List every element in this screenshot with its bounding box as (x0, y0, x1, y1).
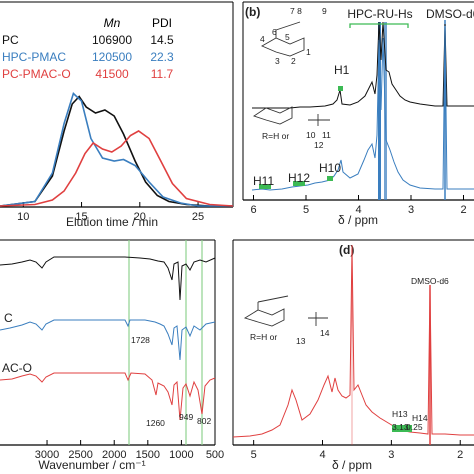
panel-d-structure (243, 295, 328, 327)
table-row-2-mn: 41500 (95, 67, 129, 81)
panel-d-xlabel: δ / ppm (332, 458, 372, 472)
panel-b-num-12: 12 (314, 140, 324, 150)
panel-b-structure-bottom (252, 106, 330, 126)
panel-b-tick-label-4: 4 (355, 204, 361, 216)
table-row-2-pdi: 11.7 (151, 67, 174, 81)
panel-b-tick-label-3: 3 (408, 204, 414, 216)
panel-b-xlabel: δ / ppm (338, 213, 378, 227)
panel-d-tick-label-4: 4 (319, 449, 325, 461)
panel-b-rh-label: R=H or (262, 131, 289, 141)
panel-a-line-hpc (0, 95, 233, 207)
panel-d-num-13: 13 (296, 336, 306, 346)
panel-c-peak-1728: 1728 (131, 335, 150, 345)
panel-b-dmso-label: DMSO-d6 (426, 7, 474, 21)
panel-c-xlabel: Wavenumber / cm⁻¹ (38, 458, 145, 472)
panel-c-peak-802: 802 (197, 416, 211, 426)
panel-c-series-label-red: AC-O (2, 361, 32, 375)
panel-b-num-78: 7 8 (290, 6, 302, 16)
panel-c: 3000 2500 2000 1500 1000 500 C AC-O 1728 1260… (0, 239, 224, 472)
panel-c-tick-label-1000: 1000 (169, 449, 193, 461)
panel-d-h13-label: H13 (392, 409, 408, 419)
panel-b-num-10: 10 (306, 130, 316, 140)
panel-b-bracket (349, 23, 409, 28)
table-row-0-pdi: 14.5 (150, 33, 174, 47)
table-row-1-name: HPC-PMAC (2, 50, 66, 64)
panel-a: 10 15 20 25 Elution time / min Mn PDI PC 10… (0, 1, 234, 229)
panel-c-tick-label-3000: 3000 (35, 449, 59, 461)
panel-c-hpc-pmac-spectrum (0, 319, 216, 361)
panel-c-hpc-pmac-o-spectrum (0, 372, 216, 421)
panel-c-tick-label-2500: 2500 (68, 449, 92, 461)
panel-a-line-hpc-pmac (0, 92, 233, 207)
panel-b-num-11: 11 (322, 130, 331, 140)
table-row-2-name: PC-PMAC-O (2, 67, 71, 81)
panel-b-h12-label: H12 (288, 171, 310, 185)
panel-b-h11-label: H11 (253, 174, 274, 188)
panel-d: (d) 5 4 3 2 DMSO-d6 H13 H14 3.13 0.25 R=H o… (232, 239, 474, 472)
panel-b-num-9: 9 (322, 6, 327, 16)
panel-b-h10-marker (327, 176, 333, 181)
table-row-0-mn: 106900 (92, 33, 132, 47)
panel-d-num-14: 14 (320, 328, 330, 338)
panel-b-num-2: 2 (291, 56, 296, 66)
panel-b-tick-label-6: 6 (250, 204, 256, 216)
panel-d-hpc-pmac-o-spectrum (232, 244, 474, 438)
panel-d-integral-2: 0.25 (406, 422, 423, 432)
panel-d-tick-label-3: 3 (388, 449, 394, 461)
panel-d-label: (d) (339, 243, 354, 257)
panel-c-series-label-blue: C (4, 311, 13, 325)
panel-b-tick-label-5: 5 (303, 204, 309, 216)
panel-d-rh-label: R=H or (250, 332, 277, 342)
table-row-1-mn: 120500 (92, 50, 132, 64)
panel-d-h14-label: H14 (412, 413, 428, 423)
panel-c-tick-label-1500: 1500 (136, 449, 160, 461)
panel-b-num-6: 6 (272, 27, 277, 37)
panel-b-num-5: 5 (285, 32, 290, 42)
panel-b-tick-label-2: 2 (460, 204, 466, 216)
panel-d-integral-1: 3.13 (392, 422, 409, 432)
panel-c-ticks: 3000 2500 2000 1500 1000 500 (35, 440, 224, 461)
panel-d-ticks: 5 4 3 2 (251, 440, 463, 461)
panel-c-peak-1260: 1260 (146, 418, 165, 428)
panel-c-tick-label-500: 500 (206, 449, 224, 461)
panel-b-num-4: 4 (260, 34, 265, 44)
panel-b-h1-label: H1 (334, 63, 350, 77)
panel-b-structure-top (260, 21, 305, 57)
panel-c-hpc-spectrum (0, 256, 216, 301)
panel-a-series (0, 92, 234, 207)
panel-d-tick-label-2: 2 (457, 449, 463, 461)
panel-c-tick-label-2000: 2000 (102, 449, 126, 461)
panel-a-tick-label-20: 20 (134, 211, 146, 223)
table-header-pdi: PDI (152, 16, 172, 30)
panel-d-dmso-label: DMSO-d6 (411, 276, 449, 286)
table-row-1-pdi: 22.3 (150, 50, 174, 64)
panel-c-peak-949: 949 (179, 412, 193, 422)
panel-a-xlabel: Elution time / min (66, 215, 158, 229)
panel-d-tick-label-5: 5 (251, 449, 257, 461)
panel-b-label: (b) (245, 5, 260, 19)
panel-b-hpc-ru-label: HPC-RU-Hs (347, 7, 412, 21)
panel-a-tick-label-10: 10 (17, 211, 29, 223)
panel-b-num-3: 3 (275, 56, 280, 66)
panel-b-h10-label: H10 (319, 161, 341, 175)
panel-a-table: Mn PDI PC 106900 14.5 HPC-PMAC 120500 22… (2, 16, 174, 81)
panel-b-h12-marker (293, 181, 305, 186)
panel-b-hpc-spectrum (252, 21, 474, 109)
panel-b-h11-marker (259, 184, 271, 189)
panel-b-hpc-ru-highlight-1 (378, 22, 381, 200)
panel-b-h1-marker (338, 86, 343, 91)
panel-a-line-hpc-pmac-o (0, 130, 234, 207)
panel-b-hpc-pmac-spectrum (251, 25, 474, 191)
table-row-0-name: PC (2, 33, 19, 47)
panel-b-ticks: 6 5 4 3 2 (250, 195, 467, 216)
panel-b-num-1: 1 (306, 47, 311, 57)
panel-a-tick-label-25: 25 (192, 211, 204, 223)
table-header-mn: Mn (104, 16, 121, 30)
panel-a-tick-label-15: 15 (75, 211, 87, 223)
panel-d-green-marker (392, 425, 412, 432)
